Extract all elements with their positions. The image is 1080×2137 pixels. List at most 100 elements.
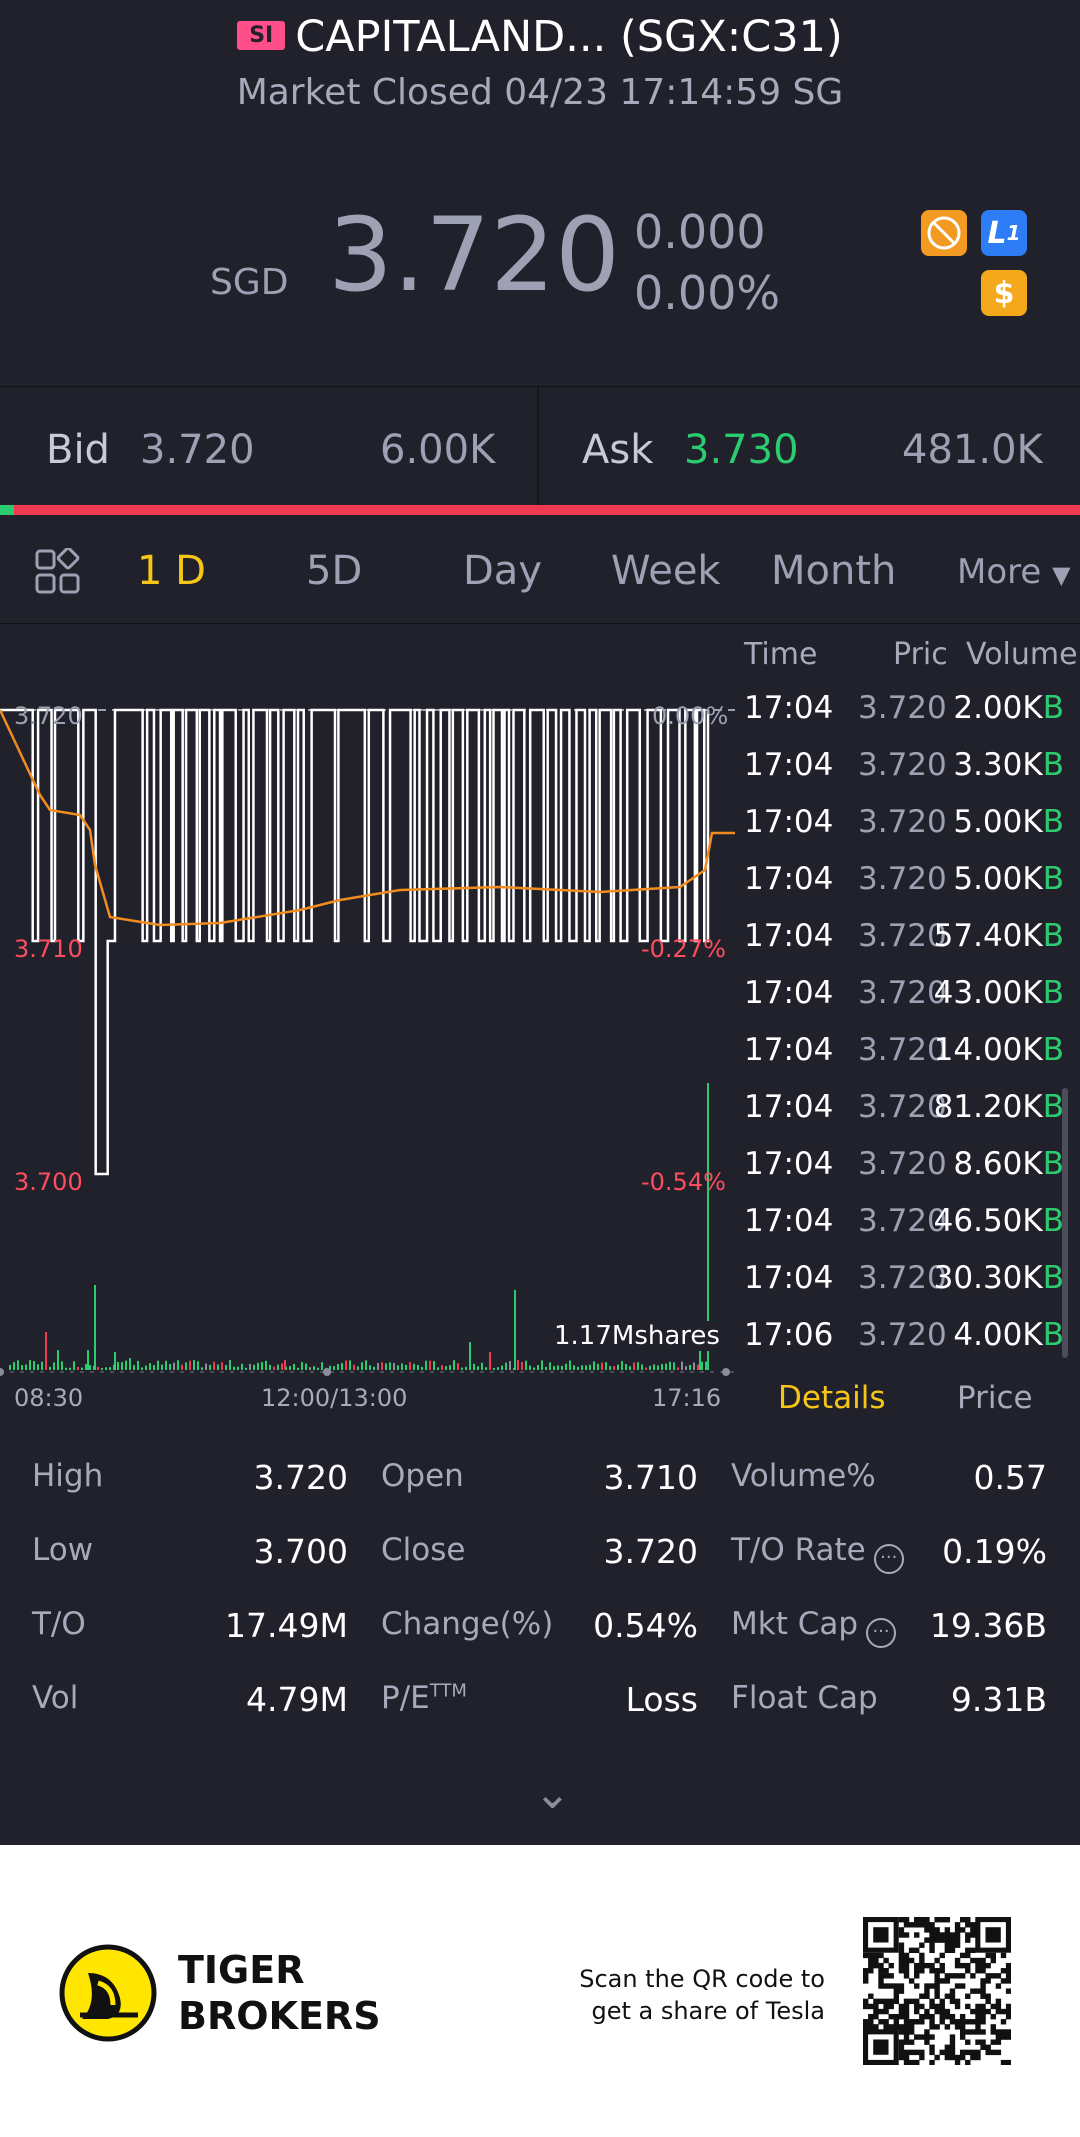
qr-module xyxy=(980,1978,986,1984)
qr-module xyxy=(990,2029,996,2035)
qr-module xyxy=(970,1932,976,1938)
expand-chevron-icon[interactable]: ⌄ xyxy=(534,1768,571,1819)
tab-month[interactable]: Month xyxy=(771,548,897,594)
tab-day[interactable]: Day xyxy=(463,548,542,594)
chart-baseline-dot xyxy=(722,1368,730,1376)
qr-module xyxy=(975,2013,981,2020)
stat-label: T/O xyxy=(32,1606,86,1642)
tab-week[interactable]: Week xyxy=(611,548,721,594)
qr-module xyxy=(919,1993,925,1999)
qr-module xyxy=(959,1927,966,1933)
qr-module xyxy=(1005,2029,1011,2035)
dollar-icon[interactable]: $ xyxy=(981,270,1027,316)
qr-module xyxy=(980,2019,986,2025)
qr-module xyxy=(898,1947,905,1954)
trade-col-time: Time xyxy=(744,637,818,672)
qr-module xyxy=(959,2019,966,2025)
qr-module xyxy=(990,2049,996,2056)
qr-module xyxy=(924,1927,930,1933)
qr-module xyxy=(908,1998,915,2005)
trade-price: 3.720 xyxy=(858,804,947,840)
qr-module xyxy=(934,1973,940,1979)
qr-module xyxy=(914,2059,920,2065)
bid-size: 6.00K xyxy=(380,427,496,473)
qr-module xyxy=(939,1952,945,1959)
trade-price: 3.720 xyxy=(858,1260,947,1296)
qr-module xyxy=(924,1937,930,1943)
qr-module xyxy=(929,1932,935,1938)
qr-module xyxy=(970,2029,976,2035)
qr-module xyxy=(975,2039,981,2045)
qr-module xyxy=(883,2003,889,2010)
qr-module xyxy=(914,2008,920,2015)
brand-line-2: BROKERS xyxy=(178,1994,381,2038)
qr-module xyxy=(985,2044,991,2050)
qr-module xyxy=(868,2019,874,2025)
volume-bars xyxy=(9,1083,709,1370)
trade-row: 17:04 3.720 81.20KB xyxy=(744,1089,1074,1146)
trade-time: 17:04 xyxy=(744,804,834,840)
qr-module xyxy=(965,1968,971,1974)
qr-module xyxy=(873,2024,879,2030)
stat-value: 17.49M xyxy=(225,1606,348,1645)
qr-module xyxy=(914,2003,920,2010)
qr-module xyxy=(975,2024,981,2030)
qr-module xyxy=(903,2049,910,2056)
qr-module xyxy=(959,1917,966,1923)
qr-module xyxy=(914,1973,920,1979)
market-status: Market Closed 04/23 17:14:59 SG xyxy=(236,72,844,113)
qr-module xyxy=(903,1968,910,1974)
info-more-icon[interactable]: ··· xyxy=(866,1618,897,1648)
qr-module xyxy=(868,2003,874,2010)
tab-5d[interactable]: 5D xyxy=(306,548,363,594)
trade-volume: 3.30KB xyxy=(953,747,1064,783)
trade-volume-value: 14.00K xyxy=(933,1032,1043,1068)
qr-module xyxy=(908,1947,915,1954)
qr-module xyxy=(908,1957,915,1964)
info-more-icon[interactable]: ··· xyxy=(873,1544,904,1574)
trade-row: 17:06 3.720 4.00KB xyxy=(744,1317,1074,1374)
subtab-price[interactable]: Price xyxy=(957,1380,1033,1416)
trade-volume-value: 81.20K xyxy=(933,1089,1043,1125)
subtab-details[interactable]: Details xyxy=(778,1380,886,1416)
qr-module xyxy=(903,1962,910,1969)
intraday-chart[interactable] xyxy=(0,625,735,1385)
qr-module xyxy=(970,2008,976,2015)
qr-module xyxy=(929,2044,935,2050)
layout-grid-icon[interactable] xyxy=(34,546,82,600)
trade-time: 17:04 xyxy=(744,1260,834,1296)
qr-module xyxy=(898,2003,905,2010)
trade-col-volume: Volume xyxy=(966,637,1078,672)
qr-module xyxy=(898,2024,905,2030)
qr-module xyxy=(939,1968,945,1974)
qr-module xyxy=(965,2019,971,2025)
qr-module xyxy=(954,1922,961,1928)
qr-module xyxy=(980,2003,986,2010)
qr-module xyxy=(878,1968,884,1974)
trade-volume-value: 8.60K xyxy=(953,1146,1043,1182)
qr-module xyxy=(939,2003,945,2010)
qr-module xyxy=(954,1973,961,1979)
qr-module xyxy=(929,2049,935,2056)
no-short-icon-glyph xyxy=(927,216,961,250)
qr-module xyxy=(1000,2029,1007,2035)
qr-module xyxy=(1000,2008,1007,2015)
tab-more[interactable]: More ▼ xyxy=(957,552,1071,592)
trade-time: 17:04 xyxy=(744,861,834,897)
qr-module xyxy=(903,1922,910,1928)
qr-module xyxy=(995,2039,1002,2045)
qr-module xyxy=(959,2024,966,2030)
qr-module xyxy=(970,1947,976,1954)
qr-module xyxy=(914,2034,920,2040)
qr-module xyxy=(893,1998,900,2005)
tab-1d[interactable]: 1 D xyxy=(137,548,206,594)
qr-module xyxy=(959,1983,966,1989)
qr-module xyxy=(949,2013,956,2020)
qr-module xyxy=(929,2059,935,2065)
trade-list-scrollbar[interactable] xyxy=(1062,1088,1068,1358)
y-axis-label: 3.700 xyxy=(14,1168,83,1196)
trade-side: B xyxy=(1042,690,1064,726)
qr-module xyxy=(970,1957,976,1964)
no-short-icon[interactable] xyxy=(921,210,967,256)
